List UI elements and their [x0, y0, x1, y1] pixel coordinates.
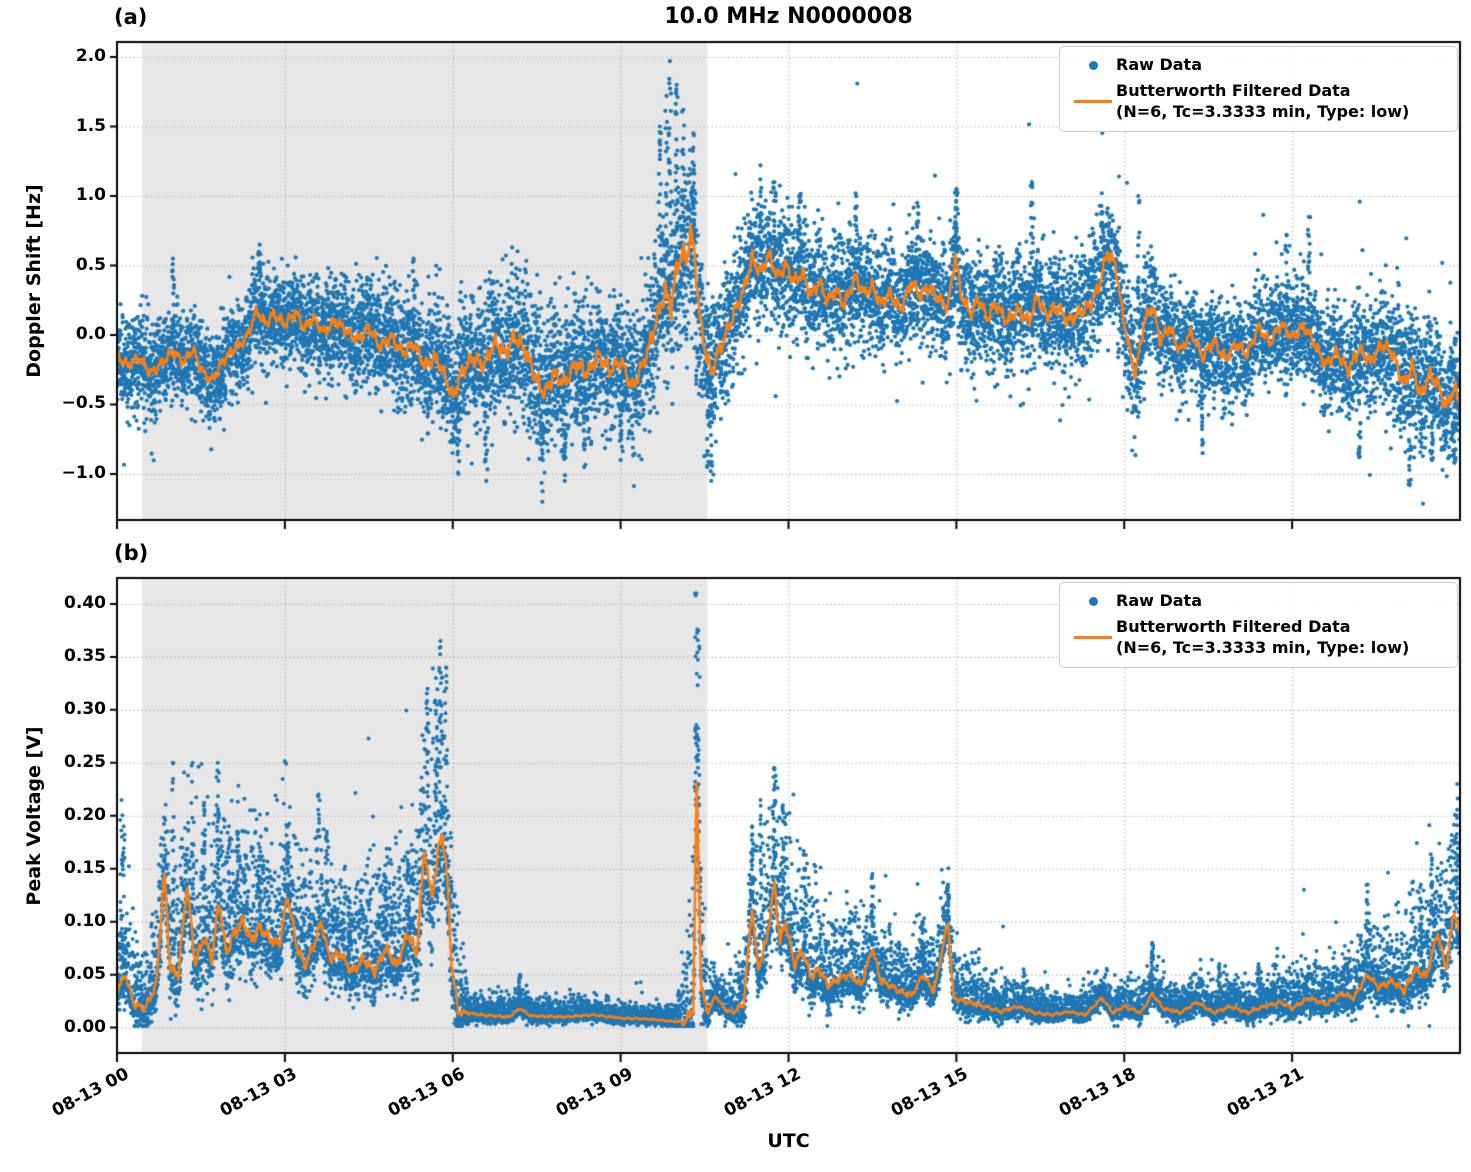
y-tick-label-b: 0.10 [64, 910, 106, 931]
panel-a-y-axis-label: Doppler Shift [Hz] [23, 184, 45, 378]
y-tick-label-b: 0.00 [64, 1016, 106, 1037]
figure-title: 10.0 MHz N0000008 [664, 4, 913, 29]
legend-raw-row: Raw Data [1070, 55, 1447, 75]
panel-b-legend: Raw Data Butterworth Filtered Data (N=6,… [1059, 582, 1458, 669]
legend-raw-label: Raw Data [1116, 591, 1202, 610]
legend-filtered-label: Butterworth Filtered Data (N=6, Tc=3.333… [1116, 81, 1409, 122]
legend-filtered-label-line1: Butterworth Filtered Data [1116, 617, 1351, 637]
y-tick-label-a: 1.0 [75, 185, 106, 205]
y-tick-label-b: 0.40 [64, 592, 106, 613]
y-tick-label-b: 0.30 [64, 698, 106, 719]
raw-data-marker-icon [1070, 60, 1116, 70]
legend-filtered-label: Butterworth Filtered Data (N=6, Tc=3.333… [1116, 617, 1409, 658]
legend-filtered-label-line2: (N=6, Tc=3.3333 min, Type: low) [1116, 637, 1410, 657]
y-tick-label-a: −0.5 [61, 393, 106, 414]
y-tick-label-b: 0.35 [64, 645, 106, 666]
legend-filtered-row: Butterworth Filtered Data (N=6, Tc=3.333… [1070, 617, 1447, 658]
y-tick-label-b: 0.05 [64, 963, 106, 984]
panel-a-legend: Raw Data Butterworth Filtered Data (N=6,… [1059, 46, 1458, 133]
y-tick-label-a: 1.5 [75, 115, 106, 136]
legend-raw-label: Raw Data [1116, 55, 1202, 74]
y-tick-label-a: 0.5 [75, 254, 106, 275]
panel-b-letter: (b) [114, 541, 149, 565]
y-tick-label-b: 0.20 [64, 804, 106, 825]
legend-filtered-label-line2: (N=6, Tc=3.3333 min, Type: low) [1116, 101, 1410, 121]
filtered-line-marker-icon [1070, 100, 1116, 104]
y-tick-label-b: 0.15 [64, 857, 106, 878]
raw-data-marker-icon [1070, 596, 1116, 606]
filtered-line-marker-icon [1070, 636, 1116, 640]
legend-filtered-row: Butterworth Filtered Data (N=6, Tc=3.333… [1070, 81, 1447, 122]
legend-filtered-label-line1: Butterworth Filtered Data [1116, 81, 1351, 101]
panel-a-letter: (a) [114, 5, 148, 29]
y-tick-label-a: −1.0 [61, 462, 106, 483]
x-axis-label: UTC [767, 1130, 810, 1152]
legend-raw-row: Raw Data [1070, 591, 1447, 611]
y-tick-label-b: 0.25 [64, 751, 106, 772]
y-tick-label-a: 0.0 [75, 323, 106, 344]
y-tick-label-a: 2.0 [75, 46, 106, 66]
